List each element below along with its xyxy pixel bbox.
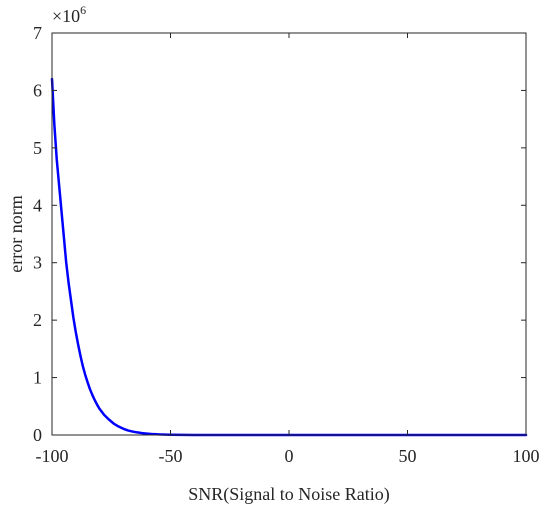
x-tick-label: 0 — [285, 446, 294, 466]
y-tick-label: 0 — [33, 425, 42, 445]
series-line — [50, 77, 528, 437]
y-tick-label: 3 — [33, 253, 42, 273]
y-tick-label: 2 — [33, 310, 42, 330]
y-tick-label: 6 — [33, 80, 42, 100]
x-tick-label: -100 — [36, 446, 69, 466]
plot-box — [51, 32, 527, 436]
y-tick-label: 5 — [33, 138, 42, 158]
y-tick-label: 4 — [33, 195, 42, 215]
y-axis-multiplier-exponent: 6 — [80, 3, 86, 17]
y-axis-label: error norm — [6, 195, 26, 272]
y-axis-multiplier-base: ×10 — [52, 6, 80, 26]
x-tick-label: 50 — [399, 446, 417, 466]
y-axis-multiplier: ×106 — [52, 3, 86, 26]
y-tick-label: 7 — [33, 23, 42, 43]
plot-area — [50, 77, 528, 437]
x-tick-label: 100 — [513, 446, 540, 466]
axes: -100 -50 0 50 100 0 1 2 3 4 5 6 7 — [33, 23, 540, 466]
x-axis-label: SNR(Signal to Noise Ratio) — [188, 484, 390, 505]
y-tick-label: 1 — [33, 368, 42, 388]
x-tick-label: -50 — [159, 446, 183, 466]
